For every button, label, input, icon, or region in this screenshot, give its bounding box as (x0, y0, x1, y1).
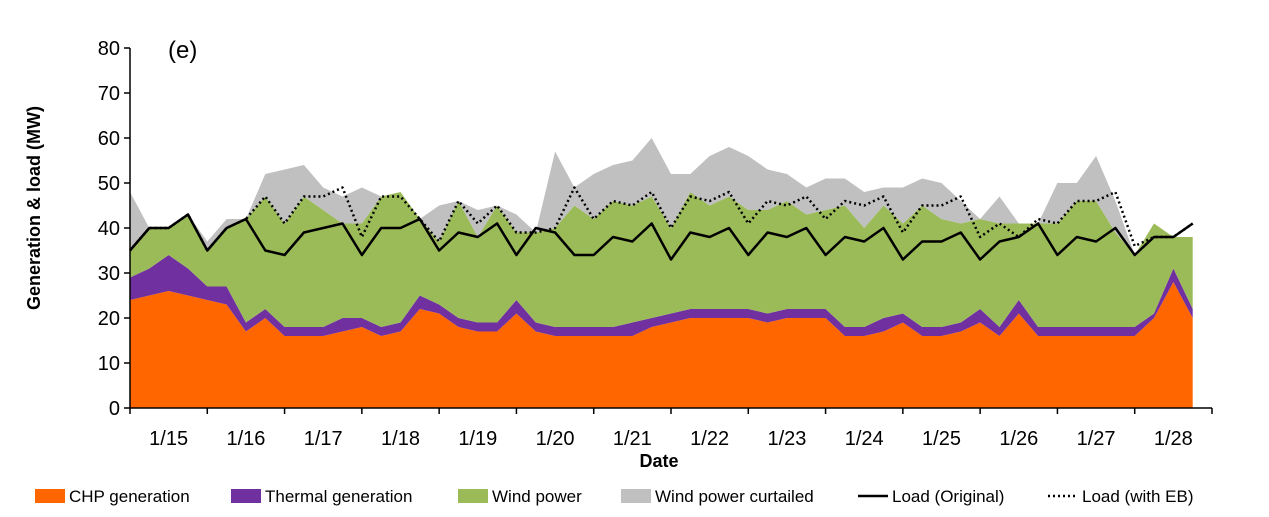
x-tick-label: 1/15 (149, 428, 188, 450)
x-tick-label: 1/17 (304, 428, 343, 450)
x-axis-label: Date (639, 451, 678, 471)
legend: CHP generation Thermal generation Wind pow… (35, 487, 1194, 506)
legend-label: Thermal generation (265, 487, 412, 506)
x-tick-label: 1/20 (536, 428, 575, 450)
area-wind-power (130, 192, 1193, 327)
y-tick-label: 20 (98, 308, 120, 330)
y-tick-label: 50 (98, 173, 120, 195)
legend-label: Wind power (492, 487, 582, 506)
legend-swatch (35, 489, 65, 503)
x-tick-label: 1/26 (999, 428, 1038, 450)
x-ticks: 1/15 1/16 1/17 1/18 1/19 1/20 1/21 1/22 1/23 1/24… (129, 408, 1213, 450)
legend-item-wind-power: Wind power (458, 487, 582, 506)
y-tick-label: 10 (98, 353, 120, 375)
legend-swatch (231, 489, 261, 503)
plot-areas (130, 138, 1193, 408)
legend-item-chp-generation: CHP generation (35, 487, 190, 506)
y-tick-label: 30 (98, 263, 120, 285)
x-tick-label: 1/18 (381, 428, 420, 450)
legend-label: Wind power curtailed (655, 487, 814, 506)
legend-item-thermal-generation: Thermal generation (231, 487, 412, 506)
x-tick-label: 1/16 (226, 428, 265, 450)
y-axis-label: Generation & load (MW) (24, 106, 44, 310)
legend-label: Load (Original) (892, 487, 1004, 506)
x-tick-label: 1/28 (1154, 428, 1193, 450)
x-tick-label: 1/27 (1077, 428, 1116, 450)
legend-swatch (621, 489, 651, 503)
y-tick-label: 40 (98, 218, 120, 240)
y-tick-label: 60 (98, 128, 120, 150)
area-wind-power-curtailed (130, 138, 1193, 255)
x-tick-label: 1/24 (845, 428, 884, 450)
x-tick-label: 1/21 (613, 428, 652, 450)
x-tick-label: 1/23 (767, 428, 806, 450)
y-tick-label: 80 (98, 38, 120, 60)
x-tick-label: 1/25 (922, 428, 961, 450)
y-tick-label: 0 (109, 398, 120, 420)
area-thermal-generation (130, 255, 1193, 336)
area-chp-generation (130, 282, 1193, 408)
plot-lines (129, 186, 1194, 261)
legend-item-load-with-eb: Load (with EB) (1048, 487, 1194, 506)
legend-swatch (458, 489, 488, 503)
x-tick-label: 1/22 (690, 428, 729, 450)
legend-label: Load (with EB) (1082, 487, 1194, 506)
legend-label: CHP generation (69, 487, 190, 506)
legend-item-load-original: Load (Original) (858, 487, 1004, 506)
y-tick-label: 70 (98, 83, 120, 105)
legend-item-wind-power-curtailed: Wind power curtailed (621, 487, 814, 506)
x-tick-label: 1/19 (458, 428, 497, 450)
y-ticks: 0 10 20 30 40 50 60 70 80 (98, 38, 130, 420)
panel-label: (e) (168, 37, 197, 64)
line-load-original (129, 213, 1194, 261)
